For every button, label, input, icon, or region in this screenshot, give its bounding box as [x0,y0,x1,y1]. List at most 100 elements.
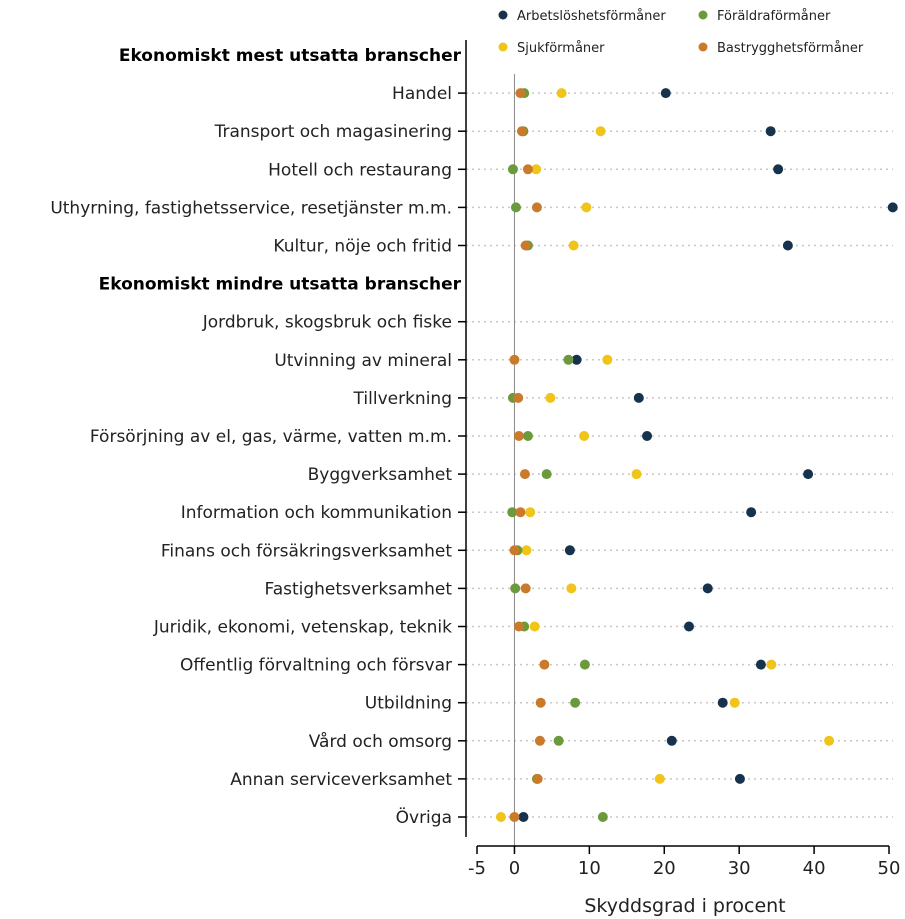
x-tick-label: 40 [803,858,826,879]
category-label: Tillverkning [353,389,452,409]
category-label: Kultur, nöje och fritid [273,237,452,257]
x-tick-label: -5 [468,858,486,879]
data-point [520,240,531,251]
data-point [532,773,543,784]
data-point [568,240,579,251]
category-label: Fastighetsverksamhet [264,579,452,599]
data-point [564,545,575,556]
category-label: Vård och omsorg [309,731,452,752]
data-point [531,164,542,175]
data-point [660,88,671,99]
data-point [509,354,520,365]
data-point [521,545,532,556]
data-point [509,545,520,556]
category-label: Hotell och restaurang [268,160,452,180]
data-point [519,469,530,480]
data-point [507,164,518,175]
data-point [531,202,542,213]
data-point [803,469,814,480]
data-point [545,392,556,403]
legend-swatch [498,42,508,52]
legend-label: Arbetslöshetsförmåner [517,9,666,24]
data-point [510,583,521,594]
data-point [581,202,592,213]
category-label: Juridik, ekonomi, vetenskap, teknik [153,618,452,638]
data-point [520,583,531,594]
data-point [516,126,527,137]
data-points [495,88,898,822]
data-point [702,583,713,594]
data-point [579,431,590,441]
x-tick-label: 0 [509,858,520,879]
data-point [746,507,757,518]
category-label: Finans och försäkringsverksamhet [161,541,452,561]
data-point [507,507,518,518]
data-point [887,202,898,213]
data-point [631,469,642,480]
data-point [633,392,644,403]
category-label: Handel [392,84,452,104]
data-point [579,659,590,670]
x-tick-label: 20 [653,858,676,879]
category-label: Uthyrning, fastighetsservice, resetjänst… [50,198,452,218]
legend-label: Sjukförmåner [517,41,605,56]
data-point [566,583,577,594]
data-point [539,659,550,670]
x-tick-label: 30 [728,858,751,879]
data-point [534,735,545,746]
data-point [553,735,564,746]
category-label: Försörjning av el, gas, värme, vatten m.… [90,427,452,447]
data-point [717,697,728,708]
category-label: Transport och magasinering [214,122,452,142]
data-point [513,392,524,403]
legend-swatch [698,10,708,20]
legend-label: Föräldraförmåner [717,9,831,24]
data-point [515,507,526,518]
data-point [510,202,521,213]
data-point [654,773,665,784]
category-label: Offentlig förvaltning och försvar [180,656,452,676]
x-axis-title: Skyddsgrad i procent [584,895,785,917]
data-point [563,354,574,365]
data-point [729,697,740,708]
legend-swatch [698,42,708,52]
data-point [734,773,745,784]
data-point [522,164,533,175]
category-label: Utbildning [365,694,452,714]
data-point [525,507,536,518]
gridlines [466,92,893,818]
data-point [529,621,540,632]
data-point [773,164,784,175]
data-point [766,659,777,670]
data-point [571,354,582,365]
category-label: Annan serviceverksamhet [230,770,452,790]
data-point [782,240,793,251]
data-point [642,431,653,441]
category-label: Övriga [396,806,452,828]
data-point [602,354,613,365]
data-point [595,126,606,137]
data-point [666,735,677,746]
data-point [509,812,520,822]
legend: Arbetslöshetsförmåner Föräldraförmåner Sju… [498,9,864,56]
x-tick-label: 50 [878,858,901,879]
group-heading: Ekonomiskt mindre utsatta branscher [99,275,462,295]
data-point [755,659,766,670]
data-point [597,812,608,822]
x-tick-label: 10 [578,858,601,879]
group-heading: Ekonomiskt mest utsatta branscher [119,46,462,66]
data-point [513,621,524,632]
data-point [556,88,567,99]
data-point [541,469,552,480]
legend-label: Bastrygghetsförmåner [717,41,864,56]
data-point [824,735,835,746]
data-point [683,621,694,632]
data-point [535,697,546,708]
category-label: Utvinning av mineral [274,351,452,371]
data-point [515,88,526,99]
data-point [522,431,533,441]
x-axis-ticks: -5 0 10 20 30 40 50 [468,846,900,879]
data-point [513,431,524,441]
data-point [765,126,776,137]
